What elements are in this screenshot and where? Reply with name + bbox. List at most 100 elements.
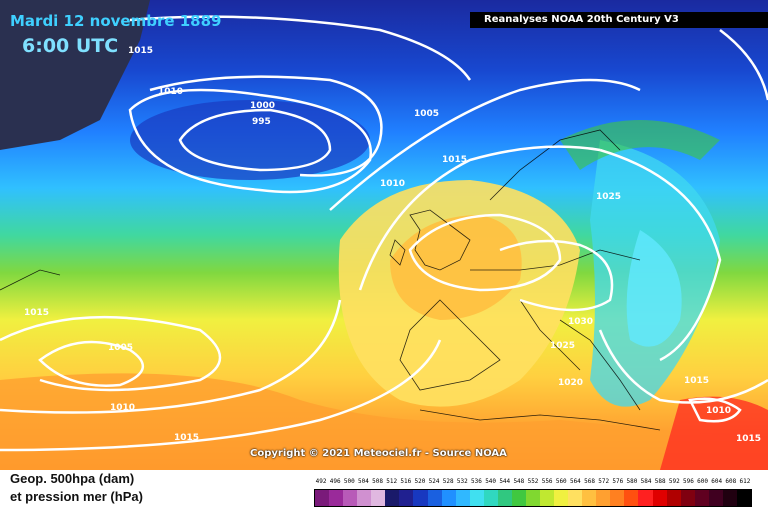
color-scale-swatch: [554, 490, 569, 506]
isobars: [0, 15, 768, 452]
color-scale-swatch: [582, 490, 597, 506]
color-scale-swatch: [694, 490, 709, 506]
low-core: [130, 100, 370, 180]
isobar-line: [0, 315, 222, 392]
isobar-label: 1005: [108, 343, 133, 353]
color-scale-label: 592: [668, 478, 680, 485]
color-scale-swatch: [652, 490, 667, 506]
color-scale-label: 556: [541, 478, 553, 485]
ridge-core: [390, 215, 522, 320]
isobar-label: 1015: [174, 433, 199, 443]
isobar-label: 1010: [110, 403, 135, 413]
isobar-label: 1015: [442, 155, 467, 165]
color-scale-label: 492: [315, 478, 327, 485]
color-scale-swatch: [568, 490, 583, 506]
color-scale-label: 540: [485, 478, 497, 485]
color-scale-swatch: [497, 490, 512, 506]
isobar-line: [499, 239, 614, 312]
color-scale-swatch: [427, 490, 442, 506]
color-scale-label: 608: [725, 478, 737, 485]
isobar-label: 1025: [596, 192, 621, 202]
weather-map: 1015 1010 1000 995 1005 1015 1010 1025 1…: [0, 0, 768, 470]
legend-pressure: et pression mer (hPa): [10, 489, 143, 504]
color-scale-swatch: [610, 490, 625, 506]
color-scale: 492 496 500 504 508 512 516 520 524 528 532 536 540 5…: [314, 478, 752, 508]
isobar-line: [178, 108, 332, 172]
color-scale-swatch: [329, 490, 344, 506]
color-scale-swatch: [525, 490, 540, 506]
color-scale-label: 520: [414, 478, 426, 485]
color-scale-swatch: [680, 490, 695, 506]
color-scale-label: 496: [329, 478, 341, 485]
color-scale-label: 604: [711, 478, 723, 485]
south-warm: [0, 373, 768, 470]
color-scale-label: 560: [555, 478, 567, 485]
isobar-line: [149, 75, 383, 177]
color-scale-label: 524: [428, 478, 440, 485]
color-scale-swatch: [666, 490, 681, 506]
color-scale-label: 544: [499, 478, 511, 485]
color-scale-swatch: [385, 490, 400, 506]
map-time: 6:00 UTC: [22, 35, 119, 57]
color-scale-swatch: [315, 490, 330, 506]
color-scale-labels: 492 496 500 504 508 512 516 520 524 528 532 536 540 5…: [314, 478, 752, 488]
color-scale-swatch: [638, 490, 653, 506]
color-scale-swatch: [399, 490, 414, 506]
color-scale-swatch: [371, 490, 386, 506]
color-scale-swatch: [441, 490, 456, 506]
color-scale-label: 572: [598, 478, 610, 485]
isobar-line: [599, 148, 722, 362]
isobar-label: 1010: [158, 87, 183, 97]
color-scale-label: 500: [343, 478, 355, 485]
isobar-label: 1020: [558, 378, 583, 388]
legend-geopotential: Geop. 500hpa (dam): [10, 471, 135, 486]
isobar-line: [128, 88, 373, 194]
color-scale-swatch: [483, 490, 498, 506]
color-scale-swatch: [708, 490, 723, 506]
color-scale-bar: [314, 489, 752, 507]
isobar-line: [719, 29, 768, 101]
color-scale-label: 536: [471, 478, 482, 485]
color-scale-label: 564: [569, 478, 581, 485]
isobar-label: 1025: [550, 341, 575, 351]
color-scale-swatch: [413, 490, 428, 506]
isobar-label: 1005: [414, 109, 439, 119]
green-band: [560, 120, 720, 170]
color-scale-label: 576: [612, 478, 624, 485]
color-scale-label: 552: [527, 478, 539, 485]
isobar-line: [408, 213, 562, 292]
color-scale-label: 508: [372, 478, 383, 485]
color-scale-label: 548: [513, 478, 525, 485]
color-scale-label: 600: [697, 478, 708, 485]
color-scale-swatch: [511, 490, 526, 506]
color-scale-label: 516: [400, 478, 412, 485]
isobar-label: 1015: [128, 46, 153, 56]
color-scale-label: 568: [584, 478, 595, 485]
isobar-line: [358, 145, 601, 291]
isobar-label: 1015: [736, 434, 761, 444]
isobar-line: [0, 299, 342, 414]
color-scale-swatch: [540, 490, 555, 506]
map-date: Mardi 12 novembre 1889: [10, 12, 222, 30]
color-scale-swatch: [343, 490, 358, 506]
isobar-label: 1010: [706, 406, 731, 416]
isobar-label: 1015: [24, 308, 49, 318]
isobar-line: [688, 397, 742, 423]
color-scale-label: 584: [640, 478, 652, 485]
color-scale-label: 532: [456, 478, 468, 485]
isobar-label: 1030: [568, 317, 593, 327]
color-scale-swatch: [469, 490, 484, 506]
source-text: Reanalyses NOAA 20th Century V3: [484, 14, 679, 25]
color-scale-swatch: [722, 490, 737, 506]
color-scale-label: 504: [358, 478, 369, 485]
source-banner: Reanalyses NOAA 20th Century V3: [470, 12, 768, 28]
isobar-line: [329, 78, 641, 211]
trough-east-core: [626, 230, 682, 347]
greenland-landmass: [0, 0, 150, 150]
color-scale-label: 596: [682, 478, 694, 485]
color-scale-swatch: [736, 490, 751, 506]
color-scale-label: 612: [739, 478, 751, 485]
isobar-labels: 1015 1010 1000 995 1005 1015 1010 1025 1…: [24, 46, 761, 444]
coastlines: [0, 129, 661, 431]
color-scale-label: 512: [386, 478, 398, 485]
